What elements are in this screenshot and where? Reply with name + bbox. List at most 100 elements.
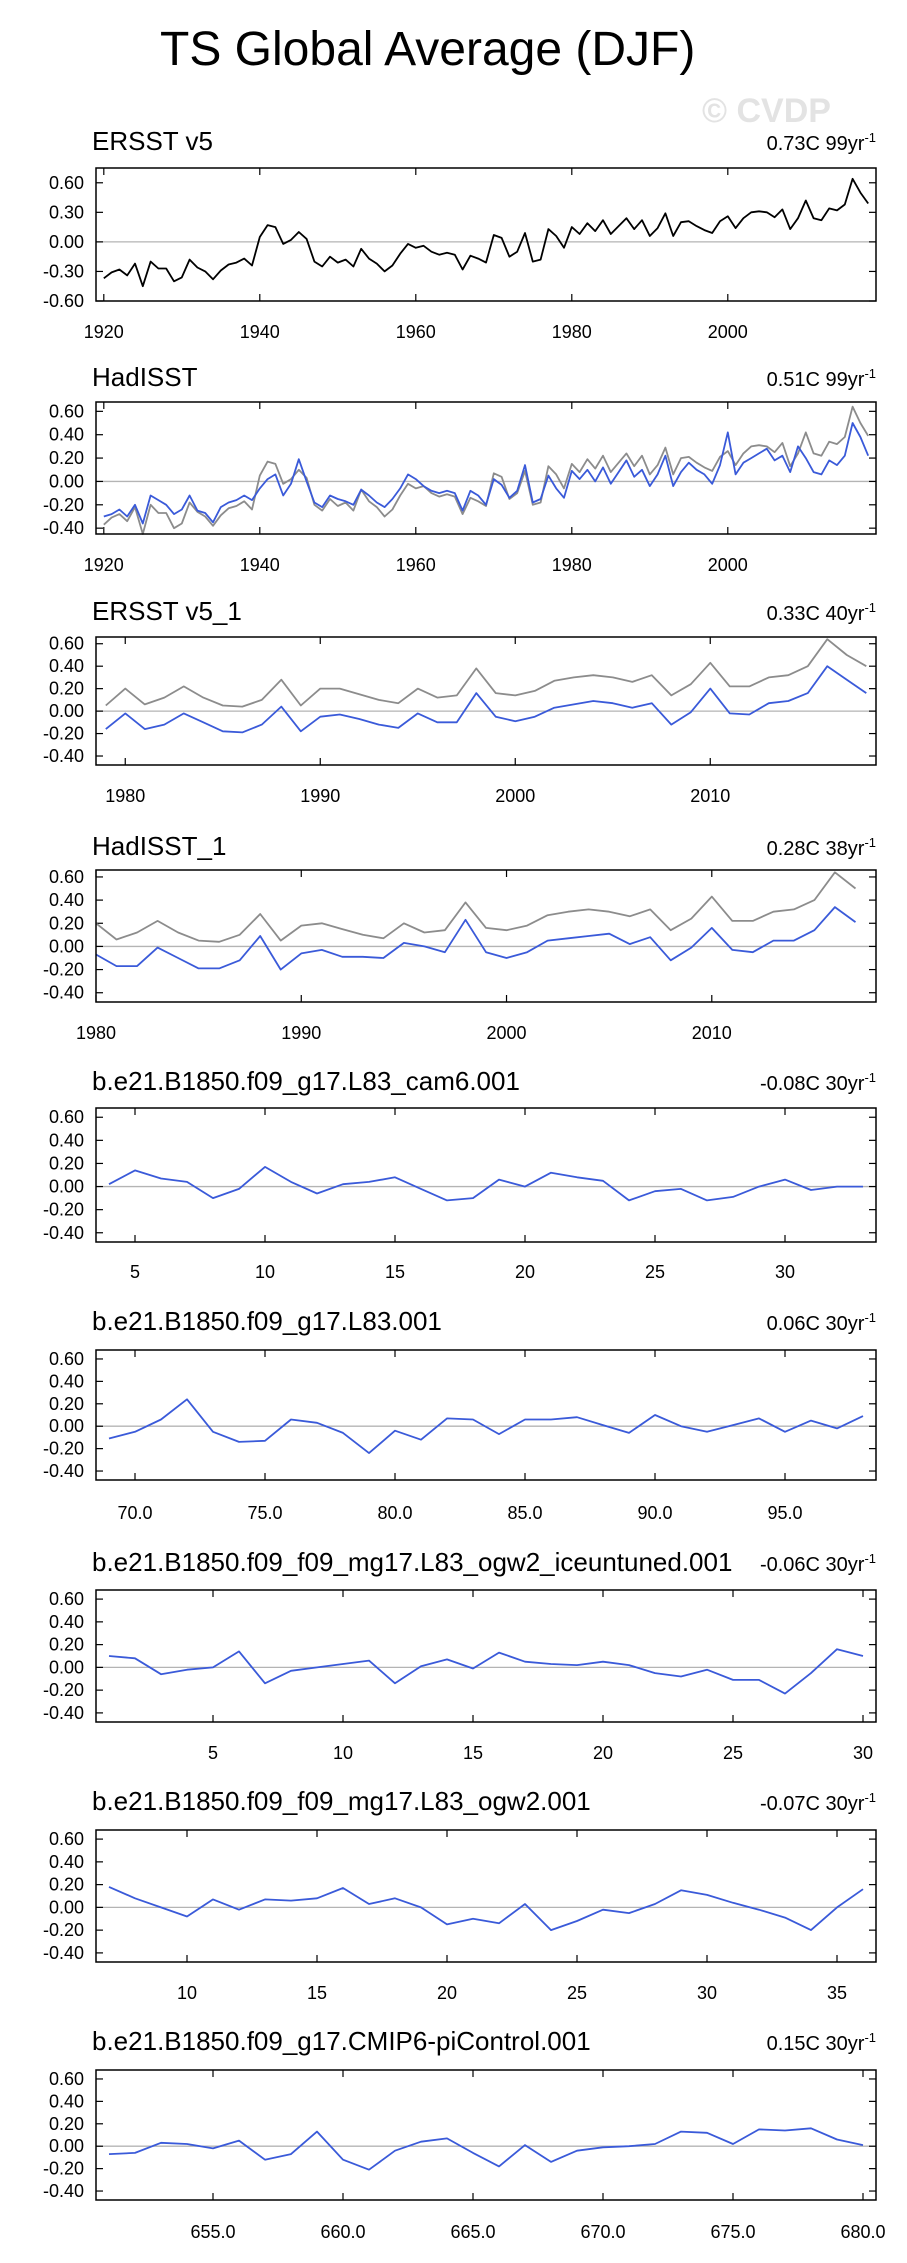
x-tick-label: 5 (208, 1743, 218, 1763)
panel-title: b.e21.B1850.f09_g17.CMIP6-piControl.001 (92, 2026, 591, 2056)
trend-value: -0.06C 30yr (760, 1554, 865, 1576)
x-tick-label: 30 (853, 1743, 873, 1763)
y-tick-label: 0.00 (49, 232, 84, 252)
chart-panel: HadISST 0.51C 99yr-1 0.60 0.40 0.20 0.00 -0.20… (43, 362, 877, 575)
chart-panel: b.e21.B1850.f09_g17.CMIP6-piControl.001 0… (43, 2026, 886, 2242)
y-tick-label: -0.20 (43, 1920, 84, 1940)
x-tick-label: 80.0 (377, 1503, 412, 1523)
series-line (108, 1166, 863, 1202)
y-tick-label: 0.20 (49, 448, 84, 468)
trend-exponent: -1 (864, 366, 876, 381)
trend-value: -0.08C 30yr (760, 1073, 865, 1095)
watermark: © CVDP (702, 92, 831, 130)
trend-exponent: -1 (864, 1070, 876, 1085)
x-tick-label: 2000 (708, 555, 748, 575)
trend-value: -0.07C 30yr (760, 1793, 865, 1815)
trend-label: 0.28C 38yr-1 (767, 835, 876, 860)
x-tick-label: 30 (697, 1983, 717, 2003)
trend-exponent: -1 (864, 835, 876, 850)
chart-panel: HadISST_1 0.28C 38yr-1 0.60 0.40 0.20 0.00 -0.… (43, 831, 877, 1043)
series-line (105, 638, 867, 708)
x-tick-label: 85.0 (507, 1503, 542, 1523)
series-line (108, 1648, 864, 1695)
x-tick-label: 25 (723, 1743, 743, 1763)
panel-title: ERSST v5 (92, 126, 213, 156)
y-tick-label: 0.00 (49, 936, 84, 956)
x-tick-label: 1990 (281, 1023, 321, 1043)
x-tick-label: 10 (177, 1983, 197, 2003)
panel-title: ERSST v5_1 (92, 596, 242, 626)
trend-label: 0.51C 99yr-1 (767, 366, 876, 391)
x-tick-label: 1980 (105, 786, 145, 806)
y-tick-label: 0.20 (49, 1635, 84, 1655)
plot-frame (95, 2069, 877, 2201)
x-tick-label: 90.0 (637, 1503, 672, 1523)
x-tick-label: 1960 (396, 322, 436, 342)
x-tick-label: 1940 (240, 322, 280, 342)
y-tick-label: 0.60 (49, 1107, 84, 1127)
y-tick-label: 0.20 (49, 1153, 84, 1173)
x-tick-label: 10 (333, 1743, 353, 1763)
chart-panel: ERSST v5 0.73C 99yr-1 0.60 0.30 0.00 -0.30 -0.… (43, 126, 877, 342)
y-tick-label: 0.20 (49, 1875, 84, 1895)
x-tick-label: 660.0 (320, 2222, 365, 2242)
y-tick-label: -0.20 (43, 1439, 84, 1459)
x-tick-label: 20 (593, 1743, 613, 1763)
y-tick-label: 0.40 (49, 1130, 84, 1150)
y-tick-label: 0.00 (49, 1416, 84, 1436)
x-tick-label: 2000 (487, 1023, 527, 1043)
figure-title: TS Global Average (DJF) (160, 23, 696, 76)
trend-exponent: -1 (864, 1790, 876, 1805)
chart-panel: b.e21.B1850.f09_f09_mg17.L83_ogw2_iceunt… (43, 1547, 877, 1763)
chart-panel: b.e21.B1850.f09_f09_mg17.L83_ogw2.001 -0.… (43, 1786, 877, 2003)
y-tick-label: 0.40 (49, 1852, 84, 1872)
x-tick-label: 20 (515, 1262, 535, 1282)
plot-frame (95, 1829, 877, 1963)
trend-value: 0.33C 40yr (767, 603, 865, 625)
trend-exponent: -1 (864, 130, 876, 145)
x-tick-label: 655.0 (190, 2222, 235, 2242)
panel-title: HadISST_1 (92, 831, 226, 861)
chart-panel: b.e21.B1850.f09_g17.L83.001 0.06C 30yr-10… (43, 1306, 877, 1523)
panel-title: HadISST (92, 362, 198, 392)
y-tick-label: 0.60 (49, 634, 84, 654)
y-tick-label: 0.00 (49, 471, 84, 491)
series-line (103, 405, 869, 535)
series-line (105, 665, 867, 734)
y-tick-label: -0.40 (43, 746, 84, 766)
y-tick-label: -0.40 (43, 1943, 84, 1963)
x-tick-label: 1980 (552, 555, 592, 575)
y-tick-label: -0.40 (43, 518, 84, 538)
x-tick-label: 1920 (84, 555, 124, 575)
trend-value: 0.51C 99yr (767, 369, 865, 391)
x-tick-label: 75.0 (247, 1503, 282, 1523)
x-tick-label: 30 (775, 1262, 795, 1282)
x-tick-label: 1990 (300, 786, 340, 806)
y-tick-label: 0.60 (49, 1349, 84, 1369)
plot-frame (95, 1349, 877, 1481)
y-tick-label: -0.40 (43, 1703, 84, 1723)
y-tick-label: -0.20 (43, 495, 84, 515)
y-tick-label: 0.00 (49, 1177, 84, 1197)
series-line (95, 871, 857, 943)
chart-panel: ERSST v5_1 0.33C 40yr-1 0.600.40 0.200.00 -0… (43, 596, 877, 806)
x-tick-label: 20 (437, 1983, 457, 2003)
y-tick-label: -0.40 (43, 983, 84, 1003)
trend-label: 0.15C 30yr-1 (767, 2030, 876, 2055)
y-tick-label: 0.40 (49, 656, 84, 676)
trend-value: 0.28C 38yr (767, 838, 865, 860)
chart-panel: b.e21.B1850.f09_g17.L83_cam6.001 -0.08C 3… (43, 1066, 877, 1282)
y-tick-label: 0.60 (49, 1829, 84, 1849)
trend-value: 0.06C 30yr (767, 1313, 865, 1335)
trend-label: -0.06C 30yr-1 (760, 1551, 876, 1576)
plot-frame (95, 1107, 877, 1243)
x-tick-label: 15 (463, 1743, 483, 1763)
x-tick-label: 1980 (552, 322, 592, 342)
y-tick-label: -0.30 (43, 261, 84, 281)
y-tick-label: 0.60 (49, 401, 84, 421)
y-tick-label: 0.00 (49, 701, 84, 721)
plot-frame (95, 167, 877, 302)
trend-exponent: -1 (864, 2030, 876, 2045)
x-tick-label: 15 (385, 1262, 405, 1282)
x-tick-label: 2000 (495, 786, 535, 806)
